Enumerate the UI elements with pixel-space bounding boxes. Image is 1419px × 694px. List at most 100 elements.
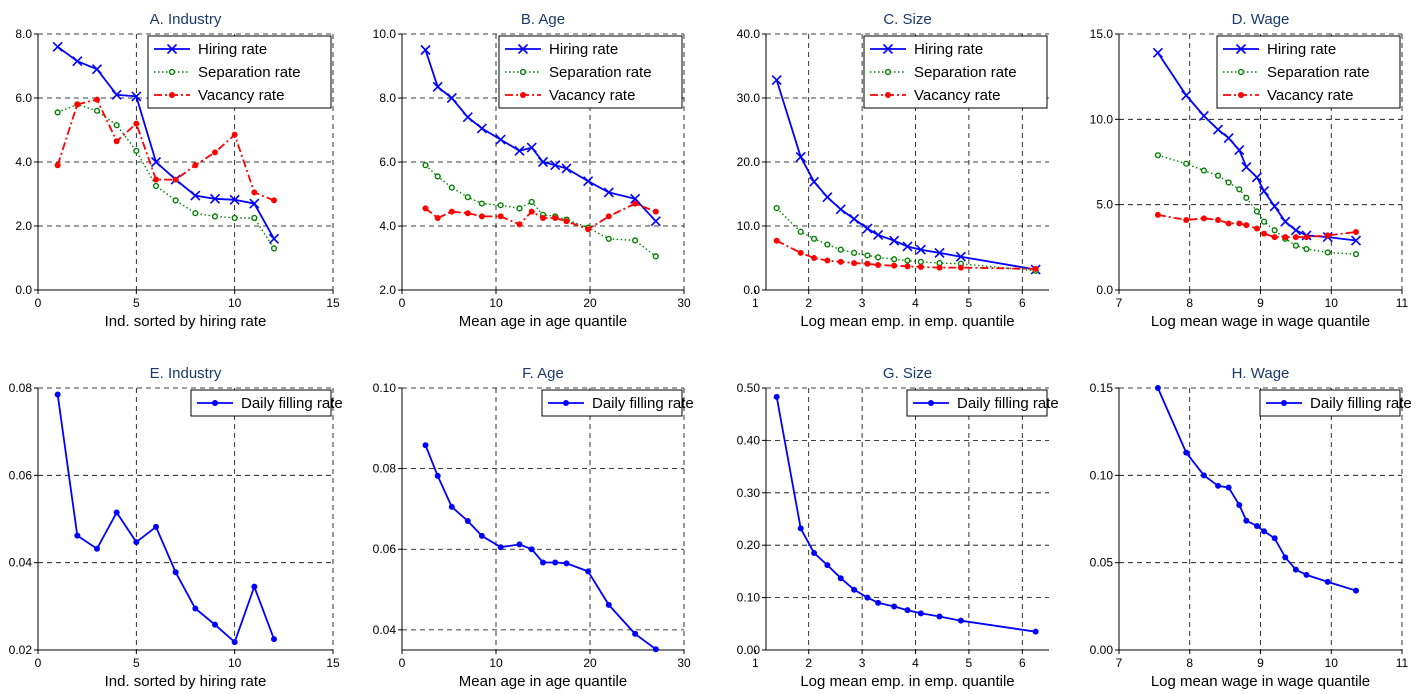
data-point xyxy=(172,569,179,576)
x-tick-label: 4 xyxy=(912,656,919,670)
y-tick-label: 0.06 xyxy=(9,468,33,482)
data-point xyxy=(497,202,504,209)
data-point xyxy=(1236,502,1243,509)
data-point xyxy=(113,509,120,516)
legend-label: Separation rate xyxy=(914,64,1017,81)
data-point xyxy=(1261,230,1268,237)
data-point xyxy=(955,251,966,262)
data-point xyxy=(540,559,546,566)
data-point xyxy=(824,241,831,248)
data-point xyxy=(537,156,549,168)
y-tick-label: 0.10 xyxy=(737,591,761,605)
panel-title: H. Wage xyxy=(1232,365,1290,382)
x-tick-label: 5 xyxy=(133,656,140,670)
data-point xyxy=(797,228,804,235)
data-point xyxy=(133,539,140,546)
legend-label: Vacancy rate xyxy=(198,87,284,104)
panel-title: B. Age xyxy=(521,11,565,28)
data-point xyxy=(849,213,860,225)
data-point xyxy=(1324,232,1331,239)
panel-b: 0 10 20 30 2.0 4.0 6.0 8.0 10.0 B. Age Mean age in… xyxy=(373,11,691,330)
panel-h: 7 8 9 10 11 0.00 0.05 0.10 0.15 H. Wage Log mean w… xyxy=(1090,365,1412,690)
data-point xyxy=(231,639,238,646)
legend: Hiring rate Separation rate Vacancy rate xyxy=(498,35,683,109)
x-tick-label: 8 xyxy=(1186,656,1193,670)
x-tick-label: 1 xyxy=(752,656,759,670)
x-tick-label: 0 xyxy=(35,296,42,310)
data-point xyxy=(111,89,122,100)
y-tick-label: 0.04 xyxy=(373,623,397,637)
legend-label: Hiring rate xyxy=(198,41,267,58)
data-point xyxy=(1225,484,1232,491)
data-point xyxy=(91,64,103,75)
legend-marker xyxy=(520,92,526,98)
data-point xyxy=(862,223,873,234)
data-point xyxy=(131,91,142,102)
data-point xyxy=(448,208,455,215)
x-tick-label: 9 xyxy=(1257,296,1264,310)
data-point xyxy=(851,586,858,593)
data-point xyxy=(1292,566,1299,573)
data-point xyxy=(822,192,833,203)
data-point xyxy=(1271,227,1278,234)
legend-marker xyxy=(166,43,178,55)
data-point xyxy=(434,472,441,479)
data-point xyxy=(1183,449,1190,456)
data-point xyxy=(1353,587,1360,594)
legend-label: Separation rate xyxy=(549,64,652,81)
data-point xyxy=(936,264,943,271)
panel-title: G. Size xyxy=(883,365,932,382)
data-point xyxy=(808,176,820,187)
data-point xyxy=(904,263,911,270)
data-point xyxy=(94,96,100,103)
y-tick-label: 40.0 xyxy=(737,27,761,41)
legend-label: Vacancy rate xyxy=(1267,87,1353,104)
y-tick-label: 8.0 xyxy=(15,27,32,41)
legend-marker xyxy=(563,400,569,406)
data-point xyxy=(528,198,535,206)
legend-marker xyxy=(884,68,892,76)
panel-d: 7 8 9 10 11 0.0 5.0 10.0 15.0 D. Wage Log mean wag… xyxy=(1090,11,1409,330)
data-point xyxy=(54,109,61,116)
x-axis-label: Log mean emp. in emp. quantile xyxy=(800,673,1014,690)
data-point xyxy=(1225,179,1232,186)
data-point xyxy=(552,559,559,566)
data-point xyxy=(229,194,240,205)
y-tick-label: 10.0 xyxy=(373,27,397,41)
x-tick-label: 5 xyxy=(133,296,140,310)
data-point xyxy=(1200,167,1208,174)
data-point xyxy=(1183,217,1190,224)
legend-label: Hiring rate xyxy=(1267,41,1336,58)
y-tick-label: 0.05 xyxy=(1090,556,1114,570)
data-point xyxy=(478,213,485,220)
data-point xyxy=(212,149,218,156)
data-point xyxy=(478,532,485,539)
data-point xyxy=(550,160,561,171)
legend-marker xyxy=(169,92,175,98)
data-point xyxy=(652,646,659,653)
x-tick-label: 9 xyxy=(1257,656,1264,670)
data-point xyxy=(54,162,61,169)
data-point xyxy=(917,258,924,265)
data-point xyxy=(231,214,238,222)
series-daily-filling-rate xyxy=(773,393,1039,635)
data-point xyxy=(152,182,160,190)
data-point xyxy=(1251,172,1263,183)
legend: Daily filling rate xyxy=(190,389,343,417)
data-point xyxy=(652,253,659,260)
data-point xyxy=(251,583,258,590)
panel-title: C. Size xyxy=(883,11,931,28)
legend-label: Vacancy rate xyxy=(914,87,1000,104)
data-point xyxy=(773,393,780,400)
data-point xyxy=(1324,249,1331,256)
data-point xyxy=(422,442,429,449)
y-tick-label: 0.04 xyxy=(9,556,33,570)
legend: Hiring rate Separation rate Vacancy rate xyxy=(863,35,1048,109)
x-tick-label: 3 xyxy=(859,656,866,670)
y-tick-label: 0.08 xyxy=(9,381,33,395)
x-tick-label: 2 xyxy=(805,656,812,670)
data-point xyxy=(268,233,280,244)
y-tick-label: 0.10 xyxy=(373,381,397,395)
legend-marker xyxy=(168,68,176,76)
data-point xyxy=(464,518,471,525)
